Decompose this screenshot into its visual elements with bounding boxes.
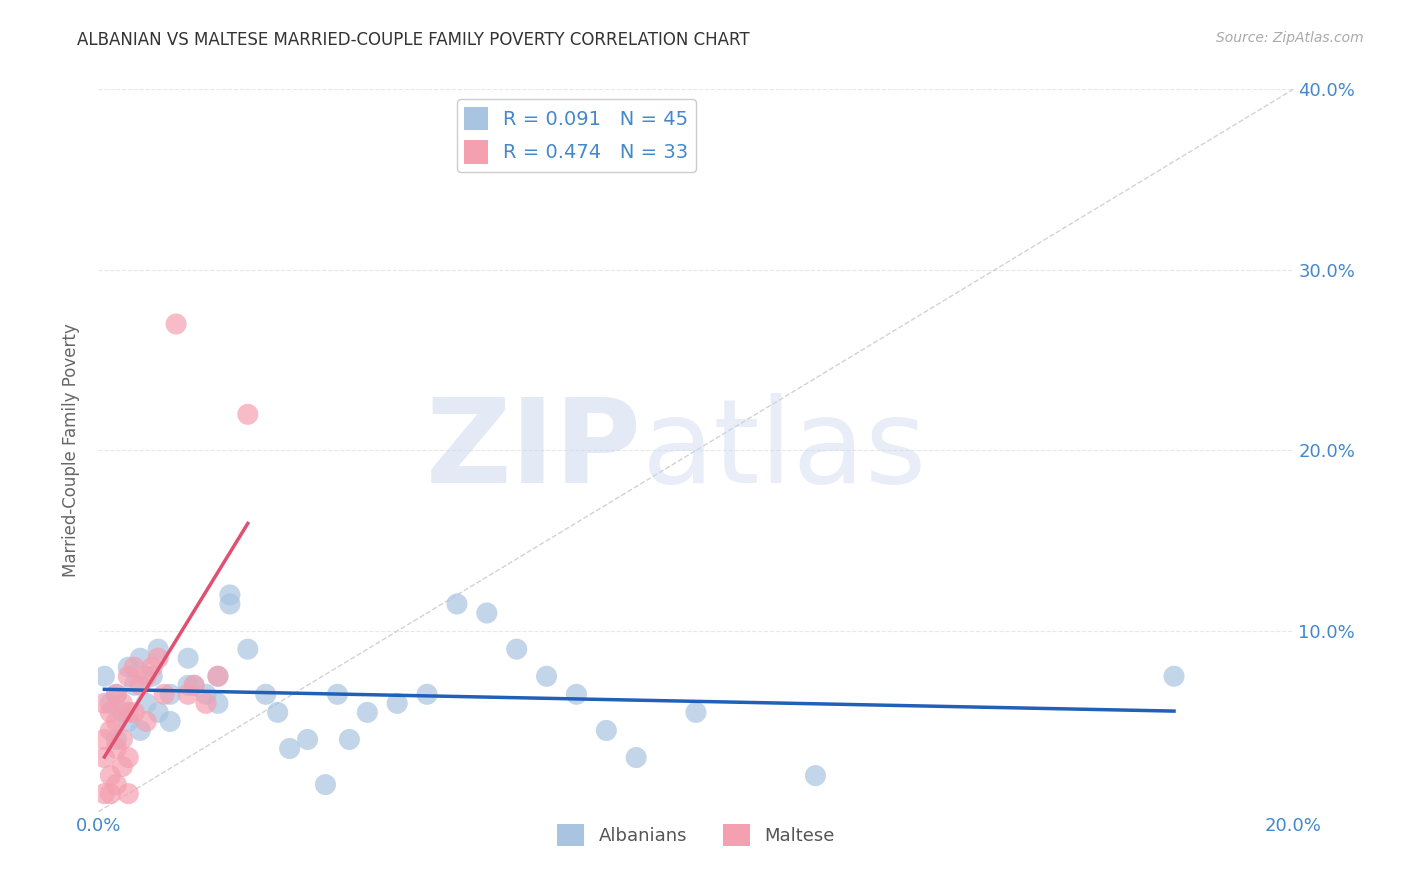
Point: [183, 678, 205, 692]
Point: [117, 660, 139, 674]
Point: [148, 706, 170, 720]
Point: [93, 787, 115, 801]
Point: [129, 678, 152, 692]
Point: [685, 706, 707, 720]
Point: [315, 778, 337, 792]
Point: [339, 732, 361, 747]
Point: [219, 597, 242, 611]
Point: [141, 660, 163, 674]
Point: [93, 750, 115, 764]
Point: [124, 678, 146, 692]
Point: [159, 687, 181, 701]
Point: [177, 651, 200, 665]
Point: [105, 687, 128, 701]
Point: [105, 741, 128, 756]
Point: [117, 787, 139, 801]
Point: [135, 669, 157, 683]
Point: [159, 714, 181, 729]
Point: [165, 317, 187, 331]
Point: [148, 651, 170, 665]
Point: [98, 706, 122, 720]
Point: [124, 660, 146, 674]
Point: [98, 723, 122, 738]
Point: [385, 697, 409, 711]
Point: [446, 597, 468, 611]
Point: [153, 687, 176, 701]
Point: [117, 706, 139, 720]
Point: [111, 759, 134, 773]
Point: [236, 642, 259, 657]
Point: [183, 678, 205, 692]
Point: [117, 714, 139, 729]
Point: [195, 687, 218, 701]
Point: [93, 732, 115, 747]
Point: [297, 732, 319, 747]
Point: [1163, 669, 1185, 683]
Point: [219, 588, 242, 602]
Point: [93, 697, 115, 711]
Point: [254, 687, 277, 701]
Point: [93, 669, 115, 683]
Point: [98, 787, 122, 801]
Y-axis label: Married-Couple Family Poverty: Married-Couple Family Poverty: [62, 324, 80, 577]
Point: [207, 669, 229, 683]
Point: [267, 706, 290, 720]
Point: [111, 732, 134, 747]
Point: [105, 687, 128, 701]
Point: [111, 706, 134, 720]
Point: [105, 714, 128, 729]
Point: [416, 687, 439, 701]
Point: [129, 723, 152, 738]
Point: [117, 669, 139, 683]
Point: [207, 669, 229, 683]
Point: [129, 651, 152, 665]
Point: [278, 741, 301, 756]
Point: [141, 669, 163, 683]
Point: [148, 642, 170, 657]
Point: [626, 750, 648, 764]
Point: [565, 687, 588, 701]
Point: [98, 769, 122, 783]
Point: [117, 750, 139, 764]
Point: [105, 732, 128, 747]
Point: [536, 669, 558, 683]
Point: [177, 678, 200, 692]
Point: [236, 407, 259, 422]
Point: [98, 697, 122, 711]
Legend: Albanians, Maltese: Albanians, Maltese: [550, 817, 842, 854]
Point: [195, 697, 218, 711]
Point: [804, 769, 827, 783]
Text: Source: ZipAtlas.com: Source: ZipAtlas.com: [1216, 31, 1364, 45]
Point: [207, 697, 229, 711]
Text: ALBANIAN VS MALTESE MARRIED-COUPLE FAMILY POVERTY CORRELATION CHART: ALBANIAN VS MALTESE MARRIED-COUPLE FAMIL…: [77, 31, 749, 49]
Point: [595, 723, 617, 738]
Point: [177, 687, 200, 701]
Point: [135, 714, 157, 729]
Point: [111, 697, 134, 711]
Text: atlas: atlas: [643, 393, 928, 508]
Point: [326, 687, 349, 701]
Point: [475, 606, 498, 620]
Point: [506, 642, 529, 657]
Point: [135, 697, 157, 711]
Point: [105, 778, 128, 792]
Point: [124, 706, 146, 720]
Text: ZIP: ZIP: [426, 393, 643, 508]
Point: [356, 706, 378, 720]
